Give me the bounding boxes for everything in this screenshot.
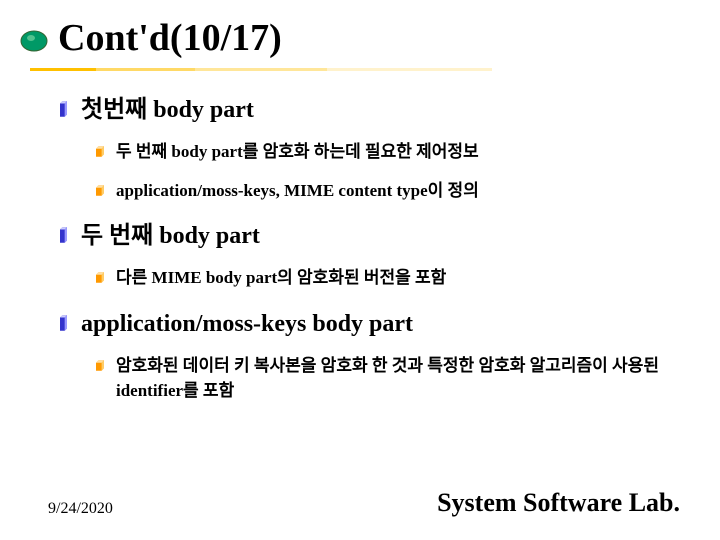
section-heading: 두 번째 body part (81, 221, 260, 252)
content-area: 첫번째 body part 두 번째 body part를 암호화 하는데 필요… (0, 71, 720, 404)
bullet-level2: 암호화된 데이터 키 복사본을 암호화 한 것과 특정한 암호화 알고리즘이 사… (96, 354, 680, 403)
bullet-level2: application/moss-keys, MIME content type… (96, 179, 680, 204)
bullet-level1: application/moss-keys body part (60, 309, 680, 340)
footer-date: 9/24/2020 (48, 500, 113, 518)
section-heading: 첫번째 body part (81, 95, 254, 126)
footer-lab: System Software Lab. (437, 488, 680, 518)
bullet-level2: 두 번째 body part를 암호화 하는데 필요한 제어정보 (96, 140, 680, 165)
item-text: 두 번째 body part를 암호화 하는데 필요한 제어정보 (116, 140, 479, 165)
sq-icon (96, 184, 104, 197)
item-text: application/moss-keys, MIME content type… (116, 179, 479, 204)
slide: Cont'd(10/17) 첫번째 body part 두 번째 body pa… (0, 0, 720, 540)
ellipse-icon (20, 30, 48, 52)
title-row: Cont'd(10/17) (0, 0, 720, 60)
bullet-level1: 두 번째 body part (60, 221, 680, 252)
sq-icon (96, 145, 104, 158)
footer: 9/24/2020 System Software Lab. (0, 488, 720, 518)
sq-icon (96, 271, 104, 284)
slide-title: Cont'd(10/17) (58, 18, 282, 60)
bar-icon (60, 99, 67, 119)
item-text: 암호화된 데이터 키 복사본을 암호화 한 것과 특정한 암호화 알고리즘이 사… (116, 354, 680, 403)
item-text: 다른 MIME body part의 암호화된 버전을 포함 (116, 266, 446, 291)
bar-icon (60, 313, 67, 333)
bullet-level1: 첫번째 body part (60, 95, 680, 126)
sq-icon (96, 359, 104, 372)
bullet-level2: 다른 MIME body part의 암호화된 버전을 포함 (96, 266, 680, 291)
bar-icon (60, 225, 67, 245)
section-heading: application/moss-keys body part (81, 309, 413, 340)
